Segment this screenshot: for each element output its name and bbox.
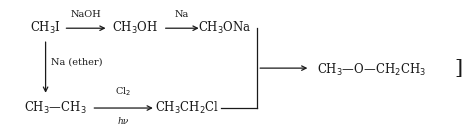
Text: Na: Na	[175, 10, 189, 19]
Text: NaOH: NaOH	[71, 10, 101, 19]
Text: CH$_3$ONa: CH$_3$ONa	[199, 20, 252, 36]
Text: CH$_3$—O—CH$_2$CH$_3$: CH$_3$—O—CH$_2$CH$_3$	[317, 61, 426, 78]
Text: Cl$_2$: Cl$_2$	[116, 85, 132, 98]
Text: ]: ]	[454, 59, 462, 78]
Text: CH$_3$I: CH$_3$I	[30, 20, 61, 36]
Text: hν: hν	[118, 117, 129, 126]
Text: Na (ether): Na (ether)	[51, 57, 103, 66]
Text: CH$_3$CH$_2$Cl: CH$_3$CH$_2$Cl	[155, 100, 219, 116]
Text: CH$_3$—CH$_3$: CH$_3$—CH$_3$	[24, 100, 86, 116]
Text: CH$_3$OH: CH$_3$OH	[112, 20, 158, 36]
